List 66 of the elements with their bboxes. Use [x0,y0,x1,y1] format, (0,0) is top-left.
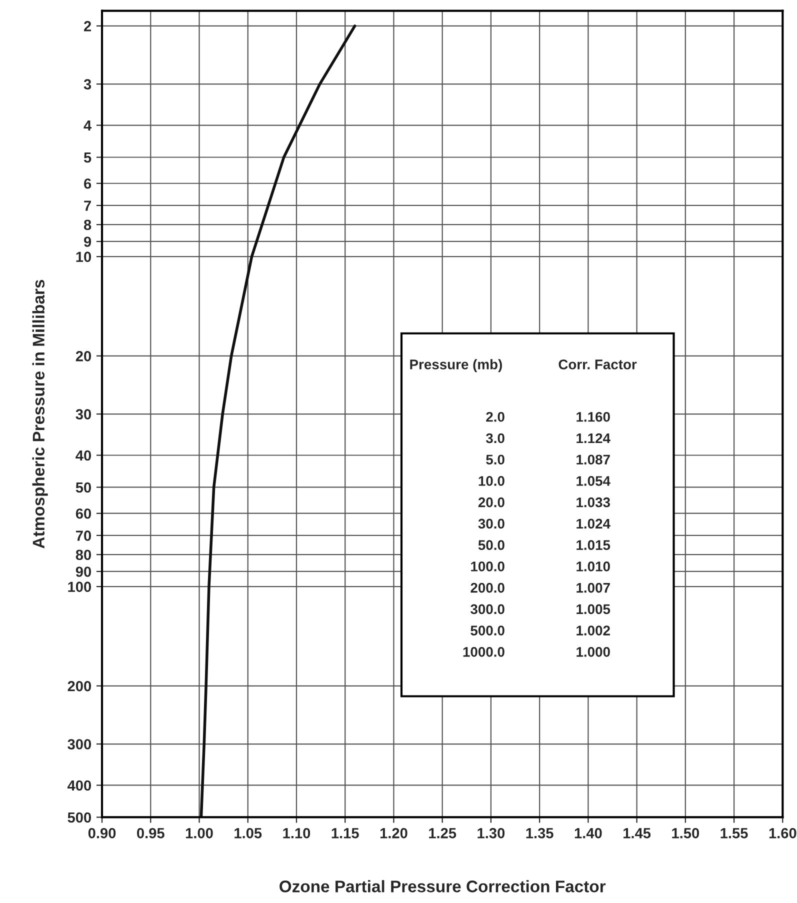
x-tick-label: 1.00 [186,828,213,838]
y-tick-label: 500 [68,812,92,823]
annotation: 300.0 [470,604,504,614]
x-tick-label: 1.35 [526,828,554,838]
y-tick-label: 200 [68,681,92,692]
annotation: 100.0 [471,562,504,572]
y-tick-label: 60 [76,508,92,519]
x-tick-label: 1.55 [720,828,748,838]
x-axis-title: Ozone Partial Pressure Correction Factor [280,880,606,892]
annotation: 1.160 [576,412,610,422]
annotation: 1.007 [576,582,610,593]
y-tick-label: 6 [84,178,92,189]
annotation: 1.010 [576,562,610,572]
x-tick-label: 1.25 [429,828,456,838]
y-tick-label: 80 [76,550,92,560]
x-tick-label: 1.20 [380,828,408,838]
y-tick-label: 2 [84,21,92,32]
y-tick-label: 8 [84,220,92,230]
x-tick-label: 1.05 [234,828,262,838]
annotation: 1.054 [576,476,610,486]
annotation: 1.005 [576,604,610,614]
x-tick-label: 1.15 [332,828,359,838]
x-tick-label: 1.60 [769,828,796,838]
annotation: 1.015 [576,540,610,550]
x-tick-label: 1.10 [283,828,310,838]
y-tick-label: 7 [84,200,91,211]
annotation: 50.0 [478,540,504,550]
annotation: 1.002 [576,626,610,636]
x-tick-label: 1.40 [574,828,602,838]
y-tick-label: 20 [76,351,92,362]
y-tick-label: 50 [76,482,92,493]
y-tick-label: 90 [76,566,92,577]
y-tick-label: 400 [67,780,92,791]
y-tick-label: 4 [84,120,92,131]
annotation: 30.0 [478,518,504,529]
y-tick-label: 70 [76,530,92,541]
annotation: 3.0 [486,433,504,444]
y-tick-label: 40 [76,450,92,461]
y-axis-title: Atmospheric Pressure in Millibars [32,280,48,548]
annotation: Pressure (mb) [410,359,502,372]
annotation: 1.024 [576,518,610,529]
annotation: 2.0 [486,412,504,422]
x-tick-label: 1.50 [672,828,700,838]
y-tick-label: 300 [68,739,92,750]
x-tick-label: 1.45 [624,828,651,838]
annotation: 10.0 [478,476,504,486]
annotation: 1.033 [576,497,610,508]
y-tick-label: 9 [84,236,92,247]
annotation: Corr. Factor [558,360,637,370]
annotation: 200.0 [470,582,504,593]
annotation: 1.087 [576,454,610,465]
y-tick-label: 3 [84,79,92,90]
annotation: 5.0 [486,454,504,465]
x-tick-label: 0.90 [88,828,116,838]
y-tick-label: 5 [84,152,92,163]
annotation: 20.0 [478,497,504,508]
annotation: 500.0 [470,626,504,636]
annotation: 1.000 [576,647,610,657]
line-series [200,24,356,818]
annotation: 1000.0 [463,647,504,657]
x-tick-label: 1.30 [478,828,505,838]
y-tick-label: 100 [68,582,92,592]
y-tick-label: 30 [76,409,92,420]
x-tick-label: 0.95 [137,828,164,838]
y-tick-label: 10 [76,252,92,262]
annotation: 1.124 [576,433,610,444]
